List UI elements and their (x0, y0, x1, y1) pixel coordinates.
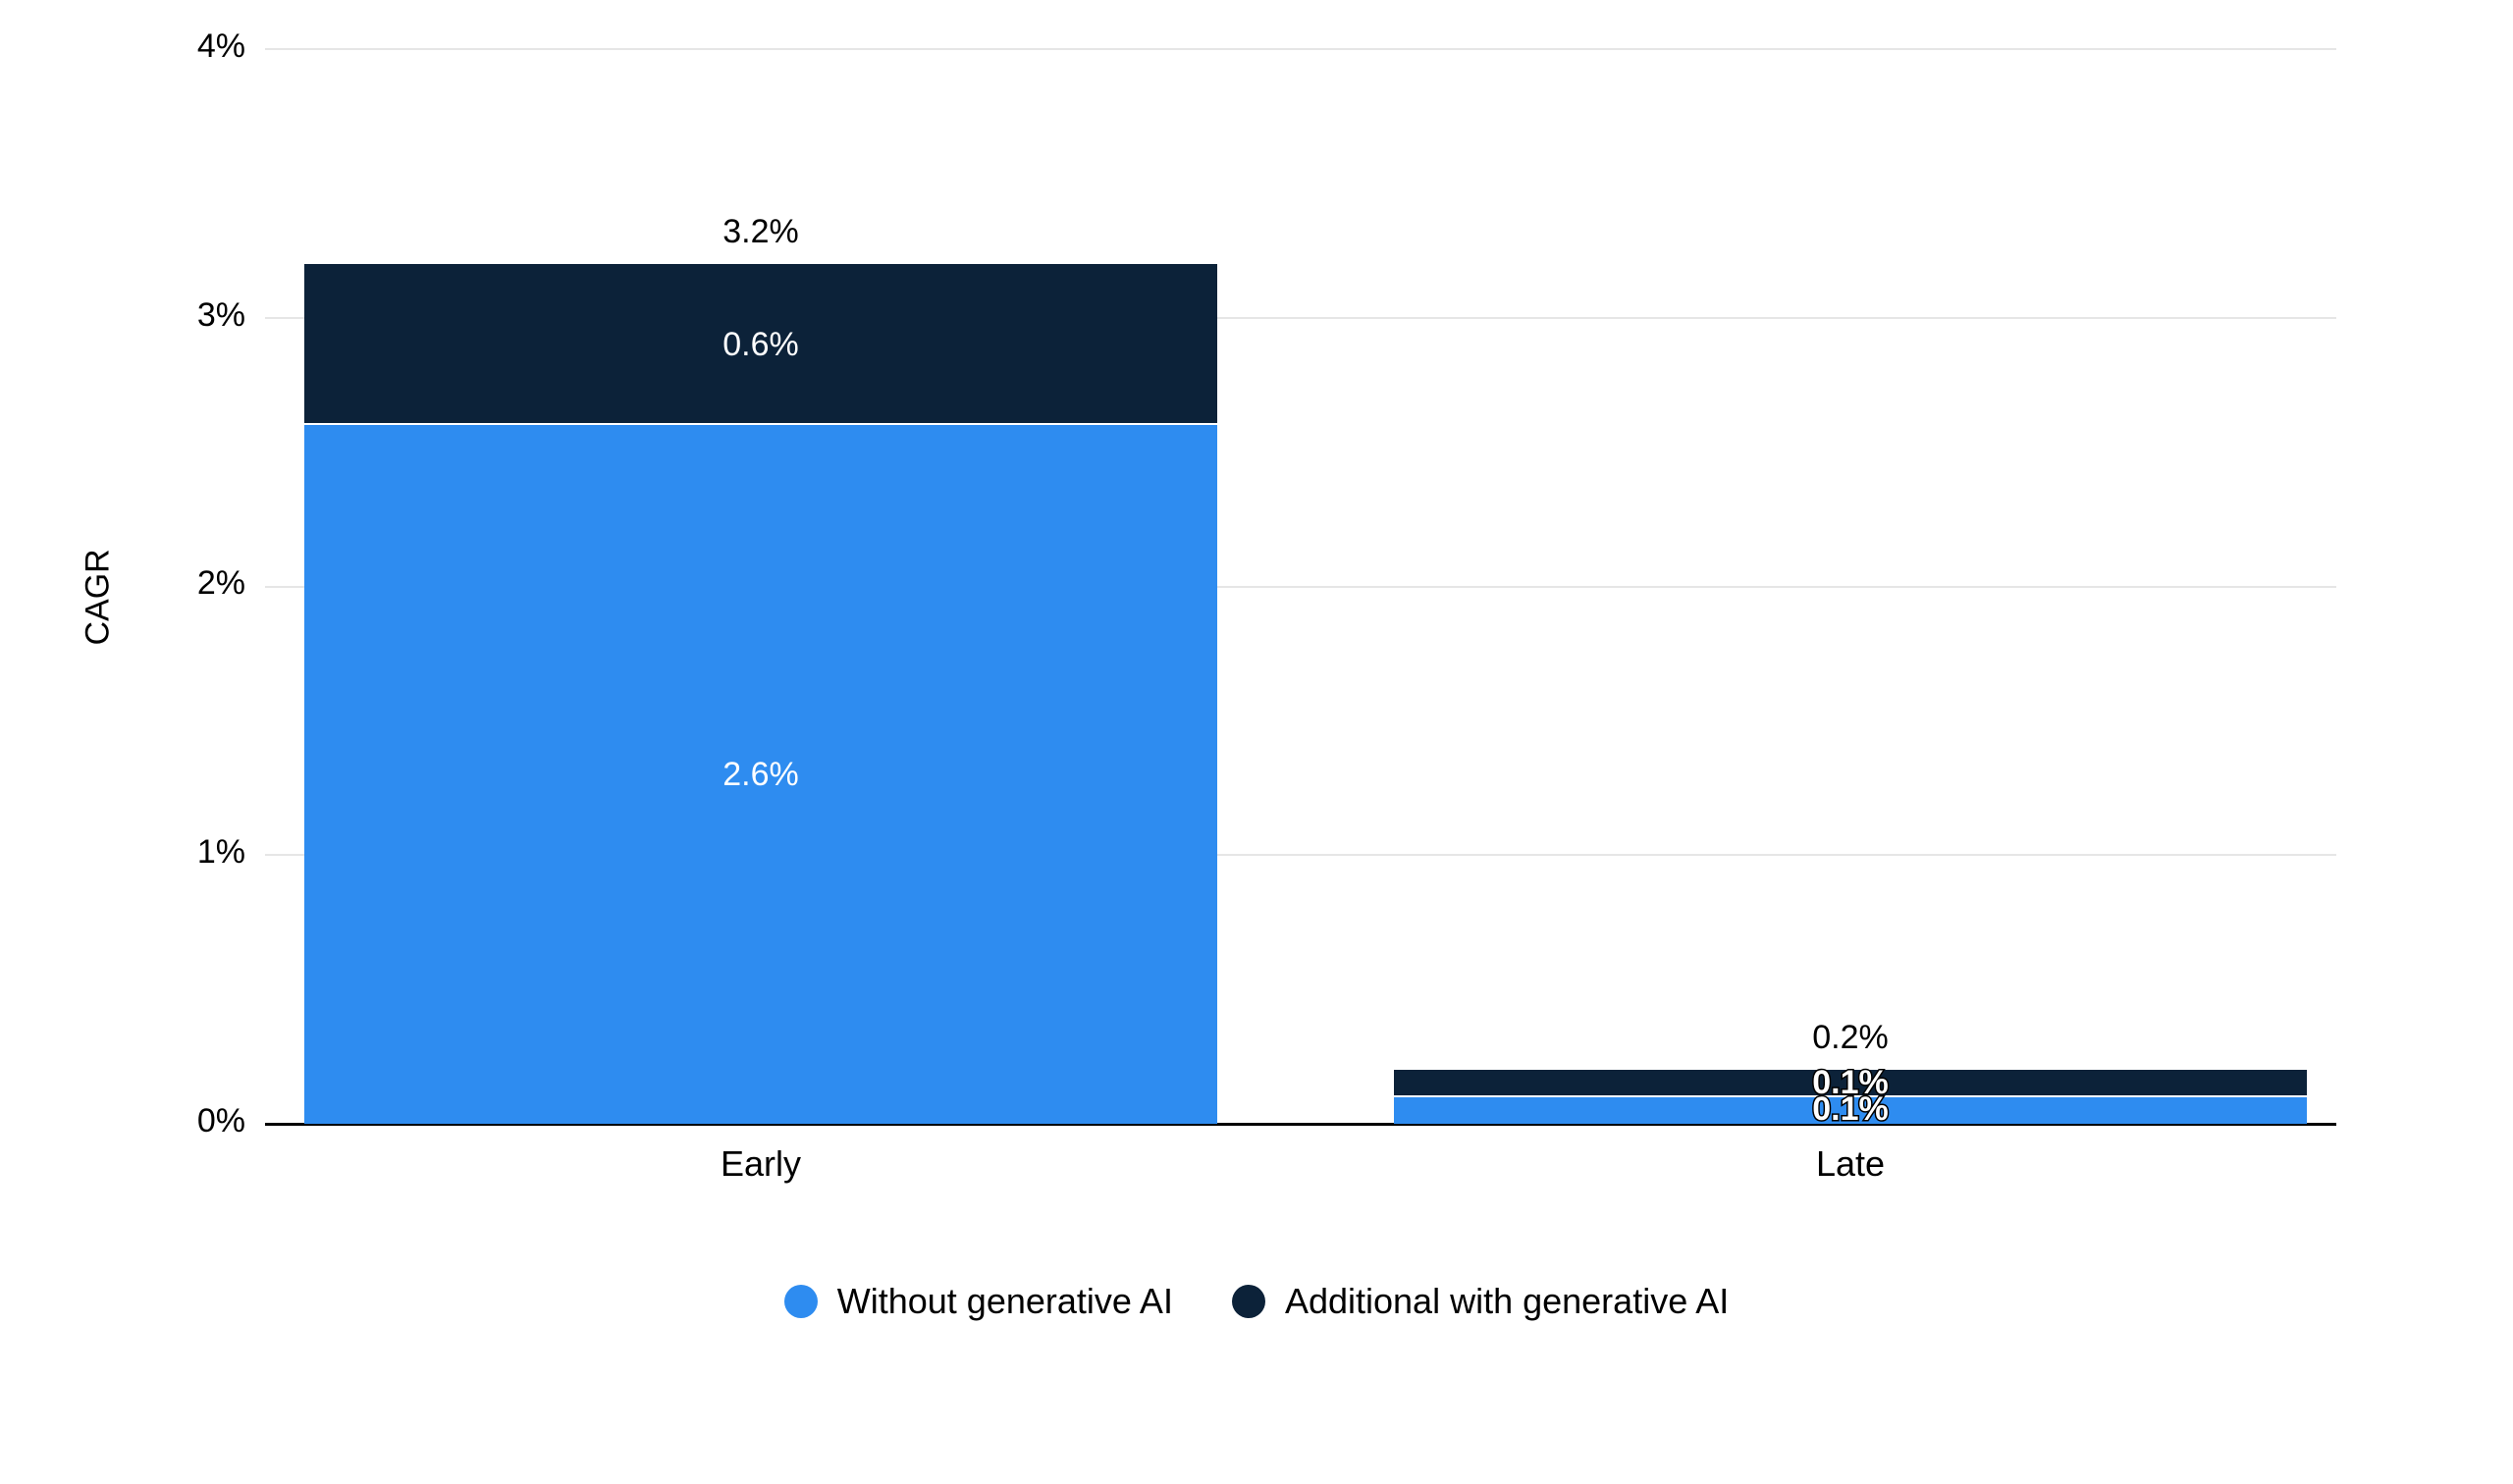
y-tick-label: 2% (147, 564, 245, 603)
y-tick-label: 3% (147, 296, 245, 335)
y-tick-label: 0% (147, 1102, 245, 1140)
bar-total-label: 3.2% (304, 213, 1217, 251)
chart-frame: CAGR 0%1%2%3%4%2.6%0.6%3.2%Early0.1%0.1%… (0, 0, 2513, 1484)
legend-swatch-icon (1232, 1285, 1265, 1318)
bar-total-label: 0.2% (1394, 1019, 2307, 1057)
legend-swatch-icon (784, 1285, 818, 1318)
legend-label: Without generative AI (837, 1281, 1173, 1322)
category-label: Late (1394, 1143, 2307, 1185)
y-tick-label: 4% (147, 27, 245, 66)
legend-item: Without generative AI (784, 1281, 1173, 1322)
legend-label: Additional with generative AI (1285, 1281, 1729, 1322)
gridline (265, 48, 2336, 50)
category-label: Early (304, 1143, 1217, 1185)
y-axis-label: CAGR (80, 527, 118, 645)
legend-item: Additional with generative AI (1232, 1281, 1729, 1322)
bar-value-label: 0.1% (1394, 1064, 2307, 1102)
bar-value-label: 0.6% (304, 326, 1217, 364)
legend: Without generative AI Additional with gen… (0, 1281, 2513, 1322)
bar-value-label: 2.6% (304, 756, 1217, 794)
y-tick-label: 1% (147, 833, 245, 872)
